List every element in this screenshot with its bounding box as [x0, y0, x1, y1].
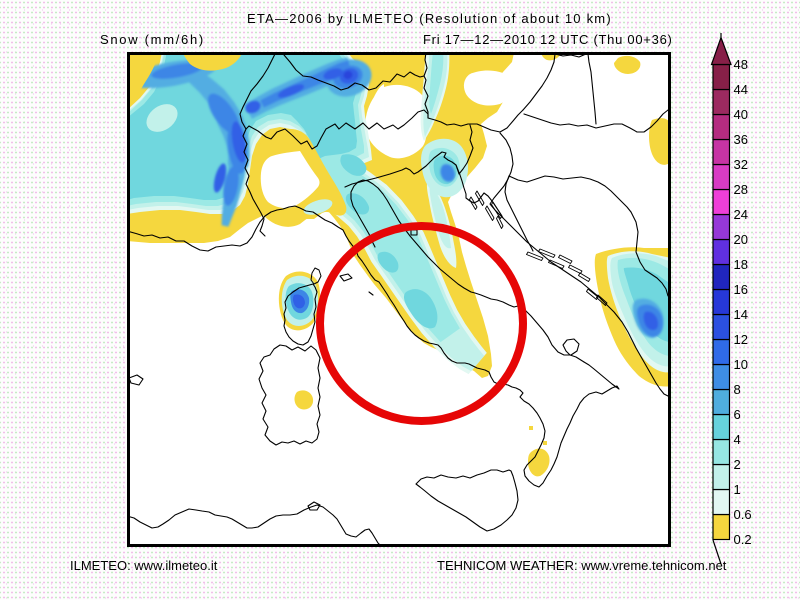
svg-text:28: 28 [734, 182, 748, 197]
svg-text:ETA—2006 by ILMETEO (Resolutio: ETA—2006 by ILMETEO (Resolution of about… [247, 11, 612, 26]
svg-text:24: 24 [734, 207, 748, 222]
svg-text:4: 4 [734, 432, 741, 447]
svg-text:20: 20 [734, 232, 748, 247]
svg-text:6: 6 [734, 407, 741, 422]
svg-text:Snow (mm/6h): Snow (mm/6h) [100, 32, 205, 47]
svg-text:48: 48 [734, 57, 748, 72]
svg-text:18: 18 [734, 257, 748, 272]
svg-text:40: 40 [734, 107, 748, 122]
svg-text:0.2: 0.2 [734, 532, 752, 547]
svg-text:0.6: 0.6 [734, 507, 752, 522]
svg-text:36: 36 [734, 132, 748, 147]
svg-text:ILMETEO: www.ilmeteo.it: ILMETEO: www.ilmeteo.it [70, 558, 218, 573]
svg-text:2: 2 [734, 457, 741, 472]
svg-text:10: 10 [734, 357, 748, 372]
svg-text:TEHNICOM WEATHER: www.vreme.te: TEHNICOM WEATHER: www.vreme.tehnicom.net [437, 558, 727, 573]
svg-text:14: 14 [734, 307, 748, 322]
svg-text:8: 8 [734, 382, 741, 397]
svg-text:1: 1 [734, 482, 741, 497]
svg-text:44: 44 [734, 82, 748, 97]
svg-text:12: 12 [734, 332, 748, 347]
svg-text:32: 32 [734, 157, 748, 172]
svg-text:Fri 17—12—2010 12 UTC (Thu 00+: Fri 17—12—2010 12 UTC (Thu 00+36) [423, 32, 673, 47]
svg-text:16: 16 [734, 282, 748, 297]
